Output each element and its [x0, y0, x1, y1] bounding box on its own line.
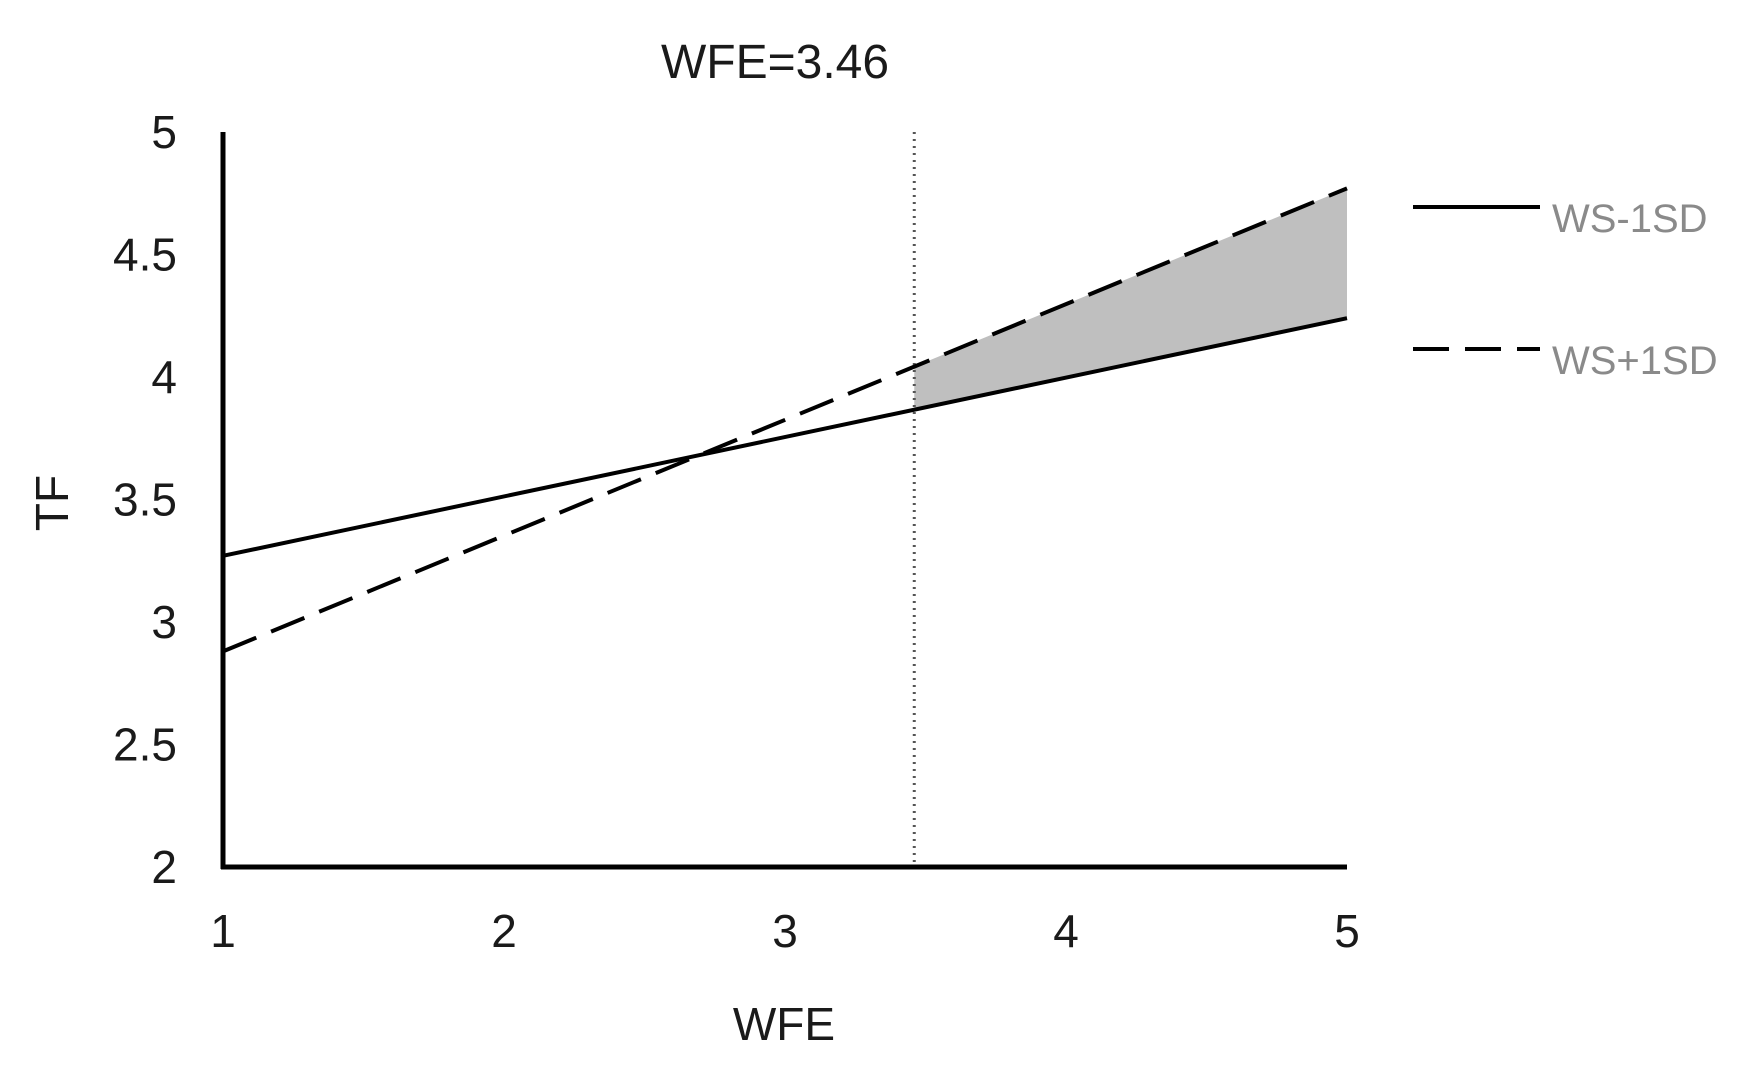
y-tick-labels: 2 2.5 3 3.5 4 4.5 5	[113, 106, 177, 893]
x-tick-label: 4	[1053, 905, 1079, 957]
y-tick-label: 3.5	[113, 474, 177, 526]
shaded-region	[914, 188, 1347, 410]
y-tick-label: 2.5	[113, 719, 177, 771]
y-tick-label: 4.5	[113, 229, 177, 281]
x-tick-label: 3	[772, 905, 798, 957]
x-tick-label: 1	[210, 905, 236, 957]
series-line-ws-1sd	[222, 186, 1348, 654]
x-tick-labels: 1 2 3 4 5	[210, 905, 1360, 957]
annotation-label: WFE=3.46	[661, 36, 889, 89]
legend-label: WS-1SD	[1552, 197, 1708, 241]
series-layer	[222, 186, 1348, 654]
series-line-ws-1sd	[222, 316, 1348, 558]
y-tick-label: 3	[151, 596, 177, 648]
shaded-region-layer	[914, 188, 1347, 410]
y-tick-label: 5	[151, 106, 177, 158]
y-tick-label: 4	[151, 351, 177, 403]
y-axis-title: TF	[26, 475, 78, 531]
x-tick-label: 5	[1334, 905, 1360, 957]
legend: WS-1SD WS+1SD	[1413, 197, 1718, 383]
x-axis-title: WFE	[733, 998, 835, 1050]
x-tick-label: 2	[491, 905, 517, 957]
legend-label: WS+1SD	[1552, 339, 1718, 383]
y-tick-label: 2	[151, 841, 177, 893]
axes-layer	[220, 132, 1347, 870]
